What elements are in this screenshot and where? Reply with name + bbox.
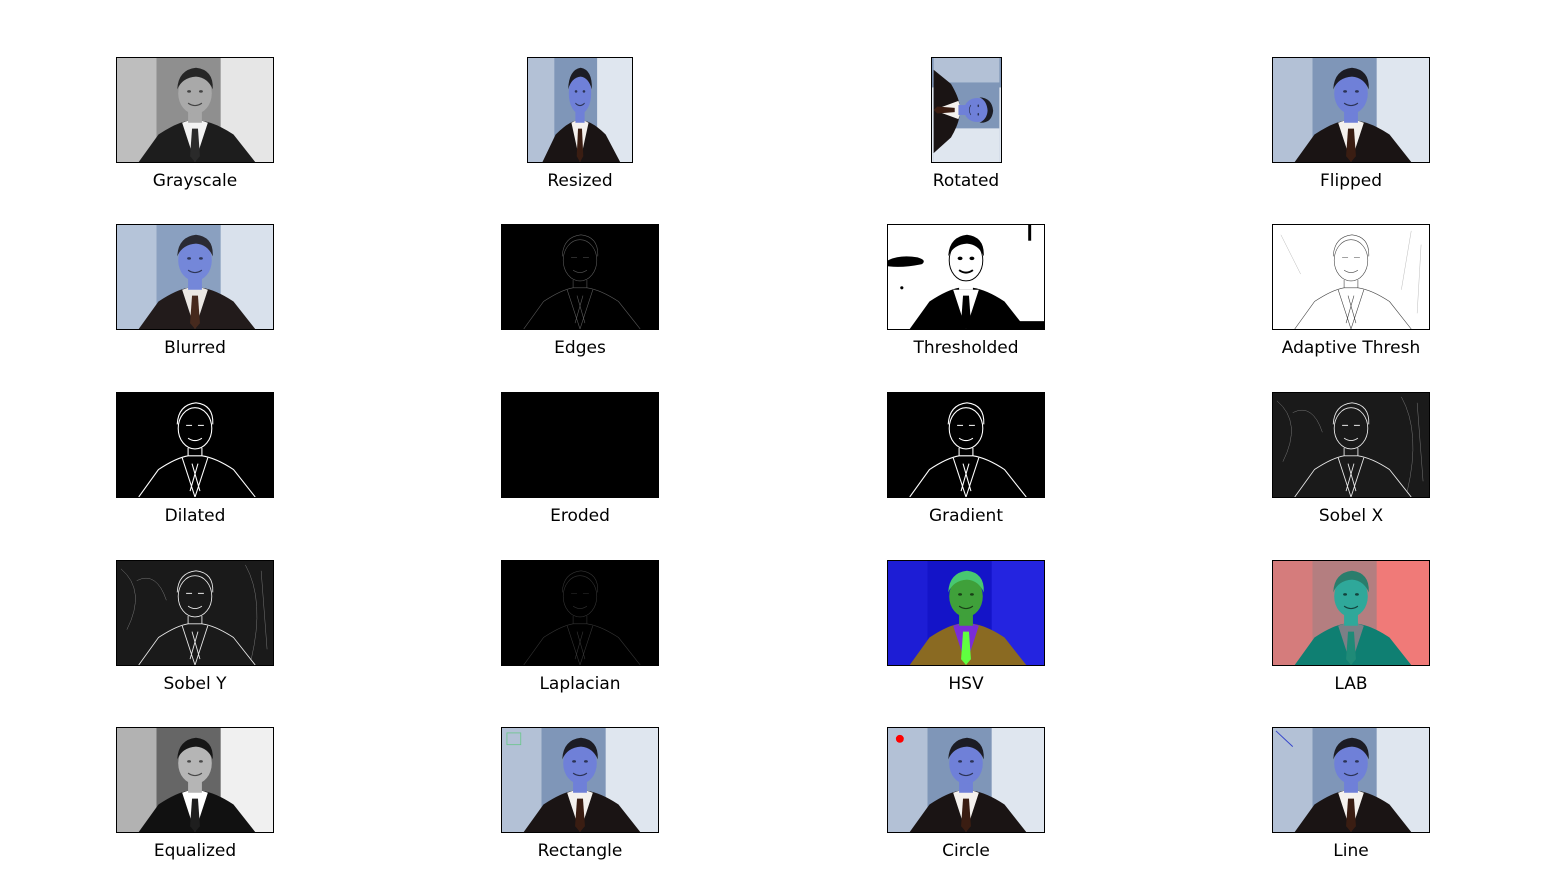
drawn-line-marker — [1275, 730, 1294, 747]
panel-title-blurred: Blurred — [164, 338, 226, 358]
panel-title-lab: LAB — [1334, 674, 1368, 694]
panel-image-line — [1272, 727, 1430, 833]
drawn-rectangle-marker — [506, 732, 522, 746]
panel-title-sobel-y: Sobel Y — [163, 674, 227, 694]
panel-title-equalized: Equalized — [153, 841, 237, 861]
panel-title-gradient: Gradient — [929, 506, 1003, 526]
panel-image-gradient — [887, 392, 1045, 498]
panel-image-flipped — [1272, 57, 1430, 163]
panel-title-dilated: Dilated — [164, 506, 226, 526]
panel-image-thresholded — [887, 224, 1045, 330]
panel-title-eroded: Eroded — [550, 506, 610, 526]
panel-title-grayscale: Grayscale — [152, 171, 238, 191]
panel-image-laplacian — [501, 560, 659, 666]
panel-image-eroded — [501, 392, 659, 498]
panel-image-equalized — [116, 727, 274, 833]
panel-image-edges — [501, 224, 659, 330]
panel-title-hsv: HSV — [948, 674, 984, 694]
panel-image-adaptive-thresh — [1272, 224, 1430, 330]
panel-title-flipped: Flipped — [1319, 171, 1383, 191]
panel-title-thresholded: Thresholded — [913, 338, 1019, 358]
panel-image-rotated — [930, 57, 1002, 163]
panel-image-rectangle — [501, 727, 659, 833]
drawn-circle-marker — [895, 734, 904, 743]
panel-image-circle — [887, 727, 1045, 833]
panel-title-sobel-x: Sobel X — [1318, 506, 1384, 526]
panel-title-line: Line — [1333, 841, 1369, 861]
panel-title-rectangle: Rectangle — [537, 841, 623, 861]
panel-image-sobel-x — [1272, 392, 1430, 498]
panel-image-blurred — [116, 224, 274, 330]
panel-image-sobel-y — [116, 560, 274, 666]
panel-title-adaptive-thresh: Adaptive Thresh — [1281, 338, 1421, 358]
panel-title-rotated: Rotated — [932, 171, 1000, 191]
panel-image-resized — [527, 57, 633, 163]
panel-title-resized: Resized — [547, 171, 613, 191]
panel-image-hsv — [887, 560, 1045, 666]
panel-title-edges: Edges — [554, 338, 606, 358]
panel-title-laplacian: Laplacian — [539, 674, 621, 694]
panel-image-dilated — [116, 392, 274, 498]
panel-title-circle: Circle — [942, 841, 990, 861]
panel-image-lab — [1272, 560, 1430, 666]
panel-image-grayscale — [116, 57, 274, 163]
